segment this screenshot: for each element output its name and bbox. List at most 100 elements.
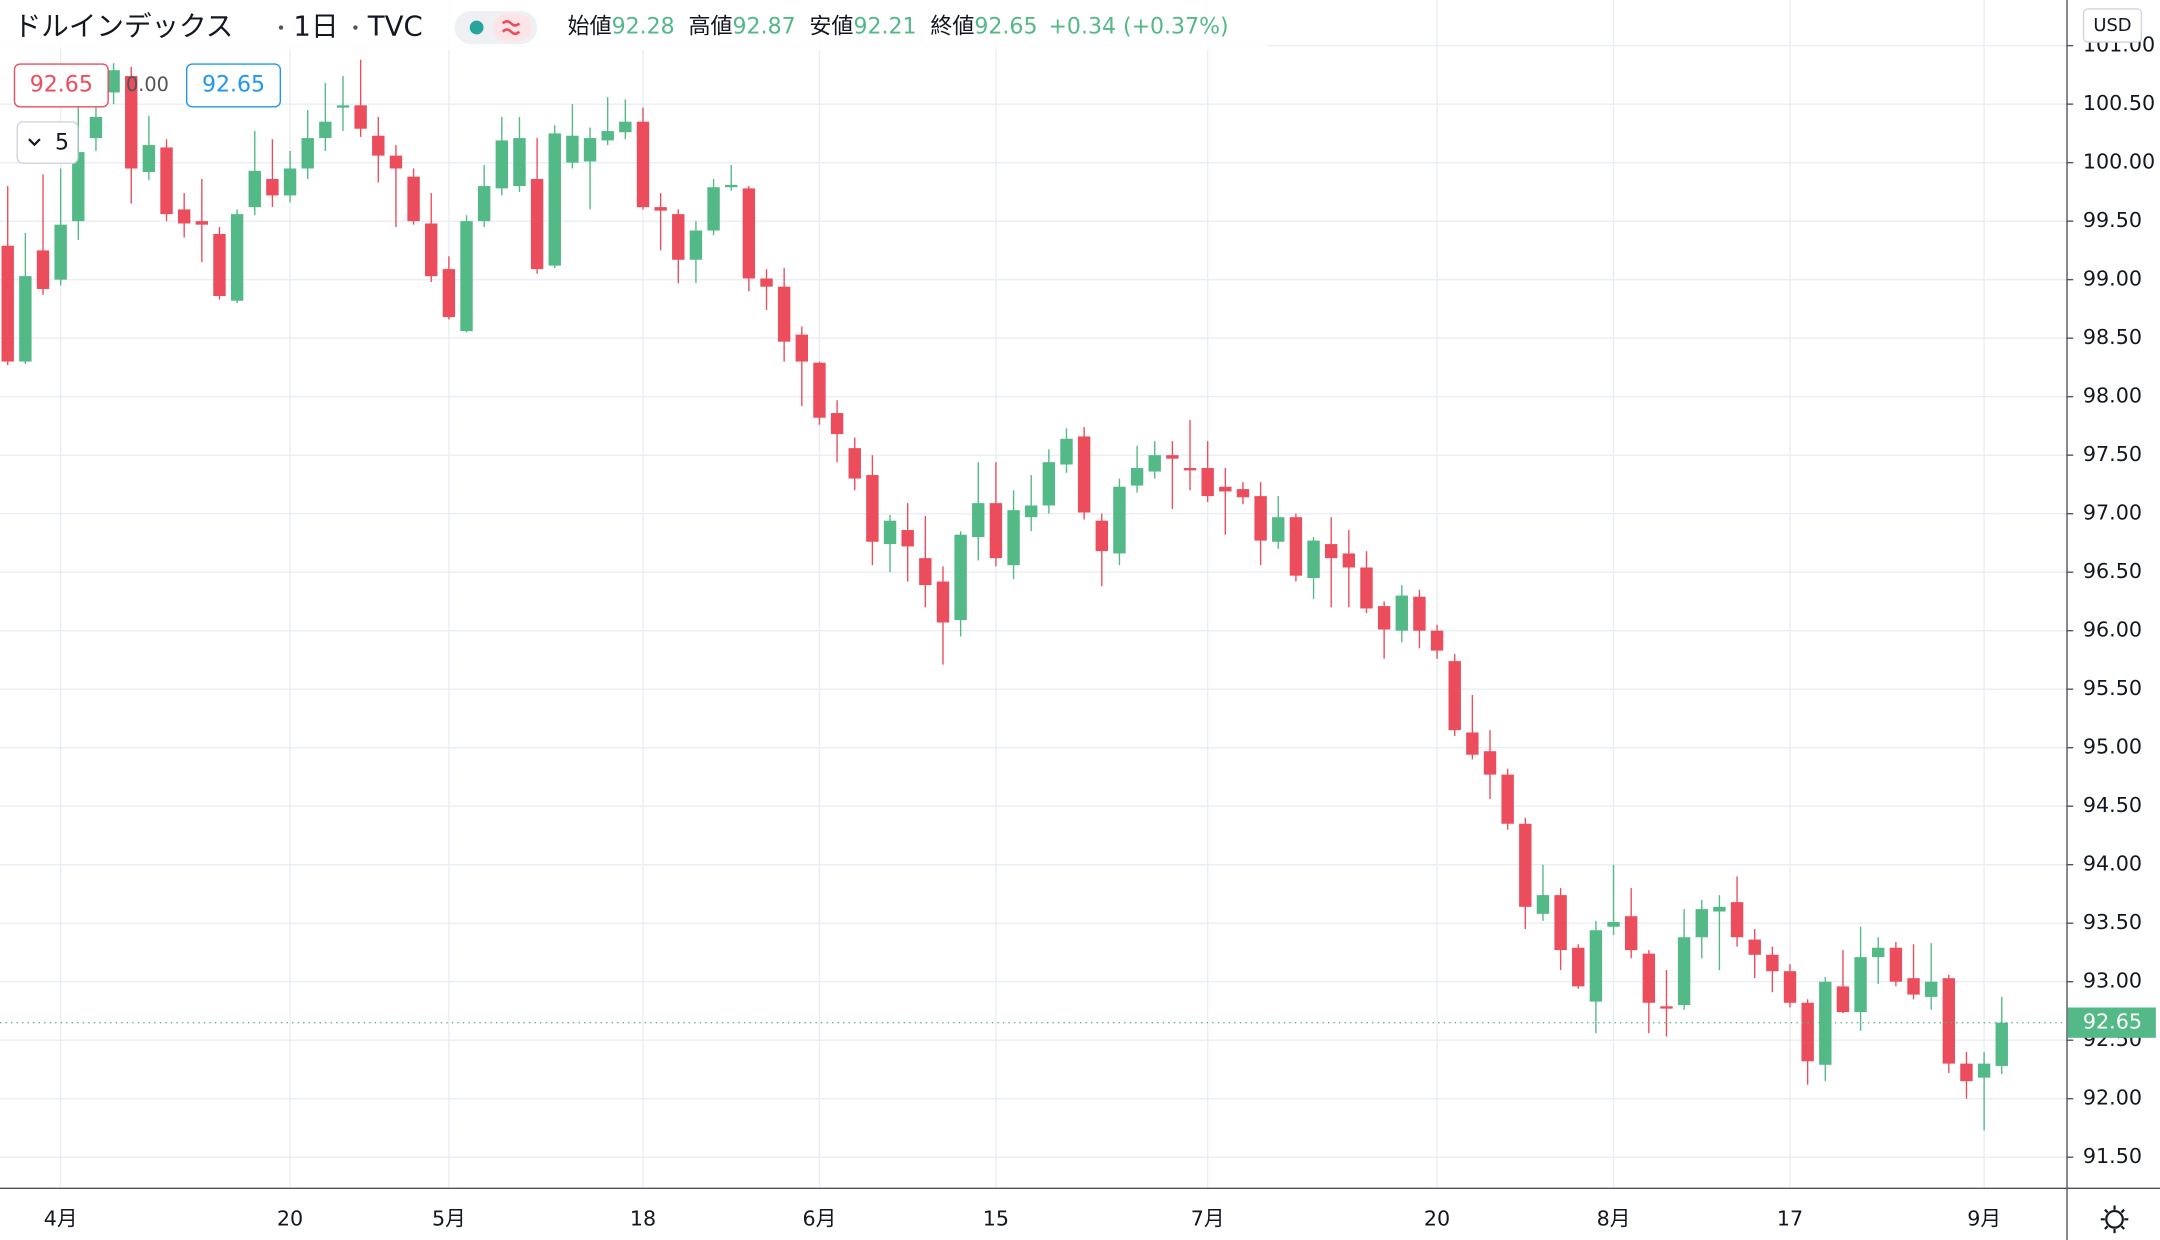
- candle-body: [283, 168, 297, 196]
- y-tick-label: 96.00: [2083, 618, 2142, 642]
- ohlc-value: 92.65: [974, 15, 1037, 40]
- ohlc-value: 92.21: [853, 15, 916, 40]
- x-tick-label: 8月: [1597, 1206, 1631, 1230]
- separator: [278, 25, 284, 30]
- y-tick-label: 100.00: [2083, 150, 2155, 174]
- candle-body: [1748, 939, 1761, 955]
- candle-body: [883, 520, 897, 545]
- candle-body: [1960, 1063, 1973, 1082]
- candle-body: [1554, 895, 1567, 951]
- y-tick-label: 94.50: [2083, 793, 2142, 817]
- candle-body: [1060, 438, 1073, 465]
- x-tick-label: 9月: [1967, 1206, 2001, 1230]
- candle-body: [230, 214, 244, 301]
- y-tick-label: 99.00: [2083, 267, 2142, 291]
- candle-body: [142, 145, 156, 173]
- y-tick-label: 94.00: [2083, 852, 2142, 876]
- candle-body: [125, 76, 138, 169]
- candle-body: [72, 152, 85, 222]
- y-tick-label: 100.50: [2083, 91, 2155, 115]
- candle-body: [548, 133, 561, 266]
- x-tick-label: 17: [1777, 1206, 1803, 1230]
- candle-body: [1677, 937, 1691, 1006]
- ohlc-value: 92.28: [612, 15, 675, 40]
- y-tick-label: 95.50: [2083, 676, 2142, 700]
- candle-body: [1572, 947, 1585, 987]
- candle-body: [1942, 978, 1956, 1064]
- candle-body: [583, 138, 597, 162]
- currency-label[interactable]: USD: [2093, 15, 2131, 36]
- candle-body: [1448, 661, 1461, 731]
- candle-body: [1836, 986, 1850, 1013]
- candle-body: [1, 245, 14, 362]
- candle-body: [1077, 436, 1091, 513]
- candle-body: [777, 286, 791, 342]
- buy-price[interactable]: 92.65: [202, 72, 265, 97]
- candle-body: [1642, 953, 1656, 1003]
- candle-body: [795, 334, 809, 362]
- interval: 1日: [293, 11, 338, 43]
- ohlc-legend: 始値92.28 高値92.87 安値92.21 終値92.65 +0.34 (+0.37…: [568, 15, 1229, 40]
- chevron-icon: [28, 138, 41, 147]
- candle-body: [425, 223, 438, 277]
- candle-body: [1889, 947, 1903, 982]
- candle-body: [1924, 981, 1938, 997]
- candle-body: [936, 581, 950, 623]
- time-axis-bg: [0, 1187, 2160, 1240]
- candle-body: [107, 70, 120, 93]
- candle-body: [54, 224, 67, 280]
- candle-body: [1130, 468, 1144, 486]
- interval-selector-label[interactable]: 5: [55, 130, 69, 155]
- currency-button[interactable]: [2082, 8, 2143, 43]
- candle-body: [725, 184, 738, 188]
- candle-body: [1589, 930, 1603, 1002]
- sell-button[interactable]: [13, 63, 109, 108]
- y-tick-label: 98.50: [2083, 325, 2142, 349]
- symbol-title: ドルインデックス: [14, 11, 234, 43]
- candle-body: [372, 135, 385, 156]
- candle-body: [248, 170, 261, 208]
- candle-body: [1624, 916, 1638, 951]
- y-tick-label: 95.00: [2083, 735, 2142, 759]
- candle-body: [1977, 1063, 1991, 1078]
- candle-body: [495, 140, 509, 189]
- candle-body: [1395, 595, 1408, 631]
- spread: 0.00: [126, 73, 169, 96]
- candle-body: [1766, 954, 1779, 972]
- candle-body: [1536, 895, 1550, 914]
- candle-body: [1254, 496, 1267, 541]
- candle-body: [1466, 732, 1479, 755]
- candle-body: [901, 530, 914, 547]
- candle-body: [830, 413, 844, 435]
- ohlc-key: 高値: [688, 15, 732, 40]
- y-tick-label: 93.50: [2083, 910, 2142, 934]
- candle-body: [1819, 981, 1832, 1065]
- buy-button[interactable]: [185, 63, 282, 108]
- market-open-dot: [469, 20, 484, 35]
- y-tick-label: 97.00: [2083, 501, 2142, 525]
- candle-body: [1272, 517, 1285, 542]
- interval-selector[interactable]: [16, 121, 79, 164]
- candle-body: [1413, 596, 1426, 631]
- candle-body: [707, 187, 720, 231]
- candle-body: [989, 503, 1003, 559]
- delay-icon-bg: [493, 13, 532, 42]
- candle-body: [213, 234, 226, 297]
- candle-body: [689, 230, 703, 260]
- candle-body: [160, 147, 173, 215]
- last-price-label: 92.65: [2083, 1010, 2142, 1034]
- candle-body: [1289, 517, 1303, 576]
- sell-price[interactable]: 92.65: [30, 72, 93, 97]
- candle-body: [319, 121, 332, 139]
- candle-body: [1995, 1022, 2008, 1066]
- axes: 91.5092.0092.5093.0093.5094.0094.5095.00…: [44, 33, 2155, 1231]
- candle-body: [813, 362, 826, 418]
- candle-body: [954, 534, 967, 621]
- candle-body: [1183, 468, 1197, 471]
- candle-body: [1236, 489, 1250, 498]
- candle-body: [566, 135, 579, 163]
- candle-body: [442, 269, 456, 318]
- ohlc-key: 終値: [930, 15, 974, 40]
- delay-icon: [501, 20, 521, 35]
- candle-body: [460, 221, 473, 332]
